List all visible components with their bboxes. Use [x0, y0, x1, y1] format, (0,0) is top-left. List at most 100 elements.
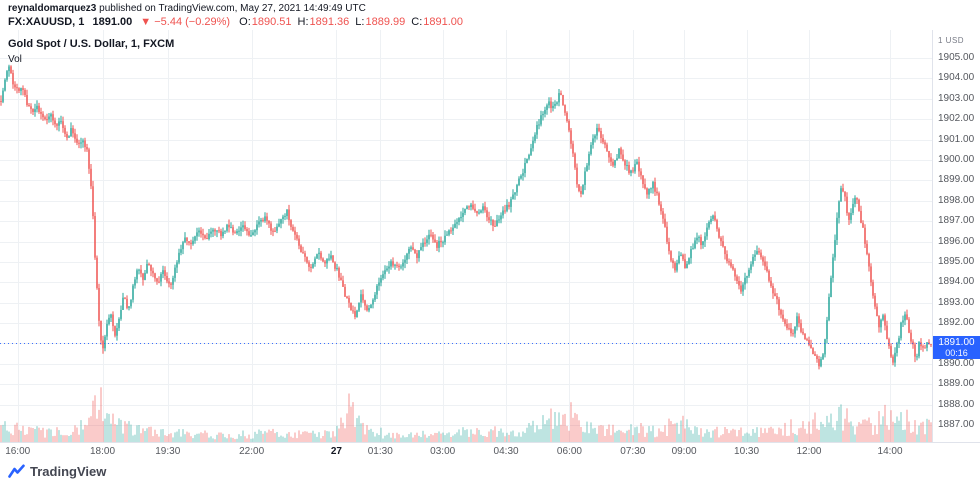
volume-bar: [592, 428, 594, 442]
volume-bar: [94, 395, 96, 442]
volume-bar: [870, 423, 872, 442]
volume-bar: [632, 435, 634, 442]
candle-body: [632, 170, 634, 172]
volume-bar: [490, 429, 492, 442]
candle-body: [236, 231, 238, 234]
candle-body: [124, 297, 126, 299]
volume-bar: [64, 435, 66, 442]
volume-bar: [672, 424, 674, 442]
candle-body: [466, 206, 468, 210]
volume-bar: [654, 437, 656, 442]
candle-body: [618, 148, 620, 159]
tradingview-logo-icon[interactable]: [8, 463, 25, 479]
volume-bar: [190, 436, 192, 442]
volume-bar: [494, 426, 496, 442]
volume-bar: [666, 436, 668, 442]
volume-bar: [134, 434, 136, 442]
volume-bar: [214, 439, 216, 442]
volume-bar: [462, 427, 464, 442]
candle-body: [58, 121, 60, 126]
volume-bar: [696, 427, 698, 442]
volume-bar: [562, 414, 564, 442]
volume-bar: [730, 430, 732, 442]
candle-body: [264, 216, 266, 221]
volume-bar: [434, 432, 436, 442]
candle-body: [920, 342, 922, 347]
volume-bar: [140, 433, 142, 442]
volume-bar: [244, 436, 246, 442]
price-axis-label: 1895.00: [938, 255, 975, 267]
candle-body: [862, 222, 864, 228]
candle-body: [280, 219, 282, 224]
candle-body: [338, 268, 340, 278]
volume-bar: [874, 425, 876, 442]
candle-body: [830, 277, 832, 297]
candle-body: [364, 300, 366, 306]
volume-bar: [674, 423, 676, 442]
candle-body: [738, 281, 740, 286]
candle-body: [804, 333, 806, 340]
volume-bar: [380, 427, 382, 442]
volume-bar: [626, 430, 628, 442]
time-axis[interactable]: 16:00 18:00 19:30 22:00 27 01:30 03:00 04:30 06:…: [0, 442, 980, 460]
candle-body: [424, 242, 426, 244]
candle-body: [898, 338, 900, 344]
candle-body: [874, 295, 876, 307]
price-axis-label: 1896.00: [938, 235, 975, 247]
published-line: reynaldomarquez3 published on TradingVie…: [8, 2, 968, 15]
volume-bar: [278, 436, 280, 442]
volume-bar: [718, 437, 720, 442]
price-axis-label: 1899.00: [938, 174, 975, 186]
candle-body: [326, 258, 328, 264]
volume-bar: [814, 412, 816, 442]
badge-countdown: 00:16: [945, 347, 968, 358]
volume-bar: [644, 436, 646, 442]
price-axis[interactable]: 1 USD 1891.00 00:16 1905.00 1904.00 1903.0…: [932, 30, 980, 442]
candle-body: [378, 282, 380, 286]
volume-bar: [250, 438, 252, 442]
candle-body: [302, 252, 304, 254]
volume-bar: [670, 421, 672, 442]
candle-body: [320, 252, 322, 259]
candle-body: [116, 328, 118, 336]
candle-body: [84, 140, 86, 148]
tradingview-brand[interactable]: TradingView: [30, 463, 107, 479]
candle-body: [790, 328, 792, 334]
chart-plot[interactable]: [0, 30, 932, 442]
footer: TradingView: [8, 461, 106, 481]
volume-bar: [394, 438, 396, 442]
candle-body: [876, 306, 878, 317]
candle-body: [562, 95, 564, 105]
candle-body: [760, 252, 762, 258]
candle-body: [148, 264, 150, 265]
volume-bar: [2, 424, 4, 442]
volume-bar: [378, 435, 380, 442]
volume-bar: [146, 428, 148, 442]
volume-bar: [788, 435, 790, 442]
volume-bar: [460, 435, 462, 442]
time-axis-label: 12:00: [796, 446, 822, 457]
volume-bar: [704, 433, 706, 442]
candle-body: [558, 93, 560, 103]
volume-bar: [506, 432, 508, 442]
volume-bar: [84, 424, 86, 442]
volume-bar: [218, 432, 220, 442]
volume-layer: [0, 387, 932, 442]
volume-bar: [452, 435, 454, 442]
candle-body: [26, 95, 28, 105]
candle-body: [540, 115, 542, 125]
candle-body: [646, 188, 648, 195]
candle-body: [32, 109, 34, 112]
volume-bar: [736, 436, 738, 442]
candle-body: [240, 227, 242, 231]
price-axis-label: 1905.00: [938, 52, 975, 63]
volume-bar: [732, 428, 734, 442]
volume-bar: [430, 434, 432, 442]
candle-body: [6, 71, 8, 80]
volume-bar: [492, 430, 494, 442]
volume-bar: [350, 406, 352, 442]
candle-body: [916, 356, 918, 358]
candle-body: [824, 339, 826, 355]
candle-body: [90, 168, 92, 187]
candle-body: [710, 218, 712, 222]
